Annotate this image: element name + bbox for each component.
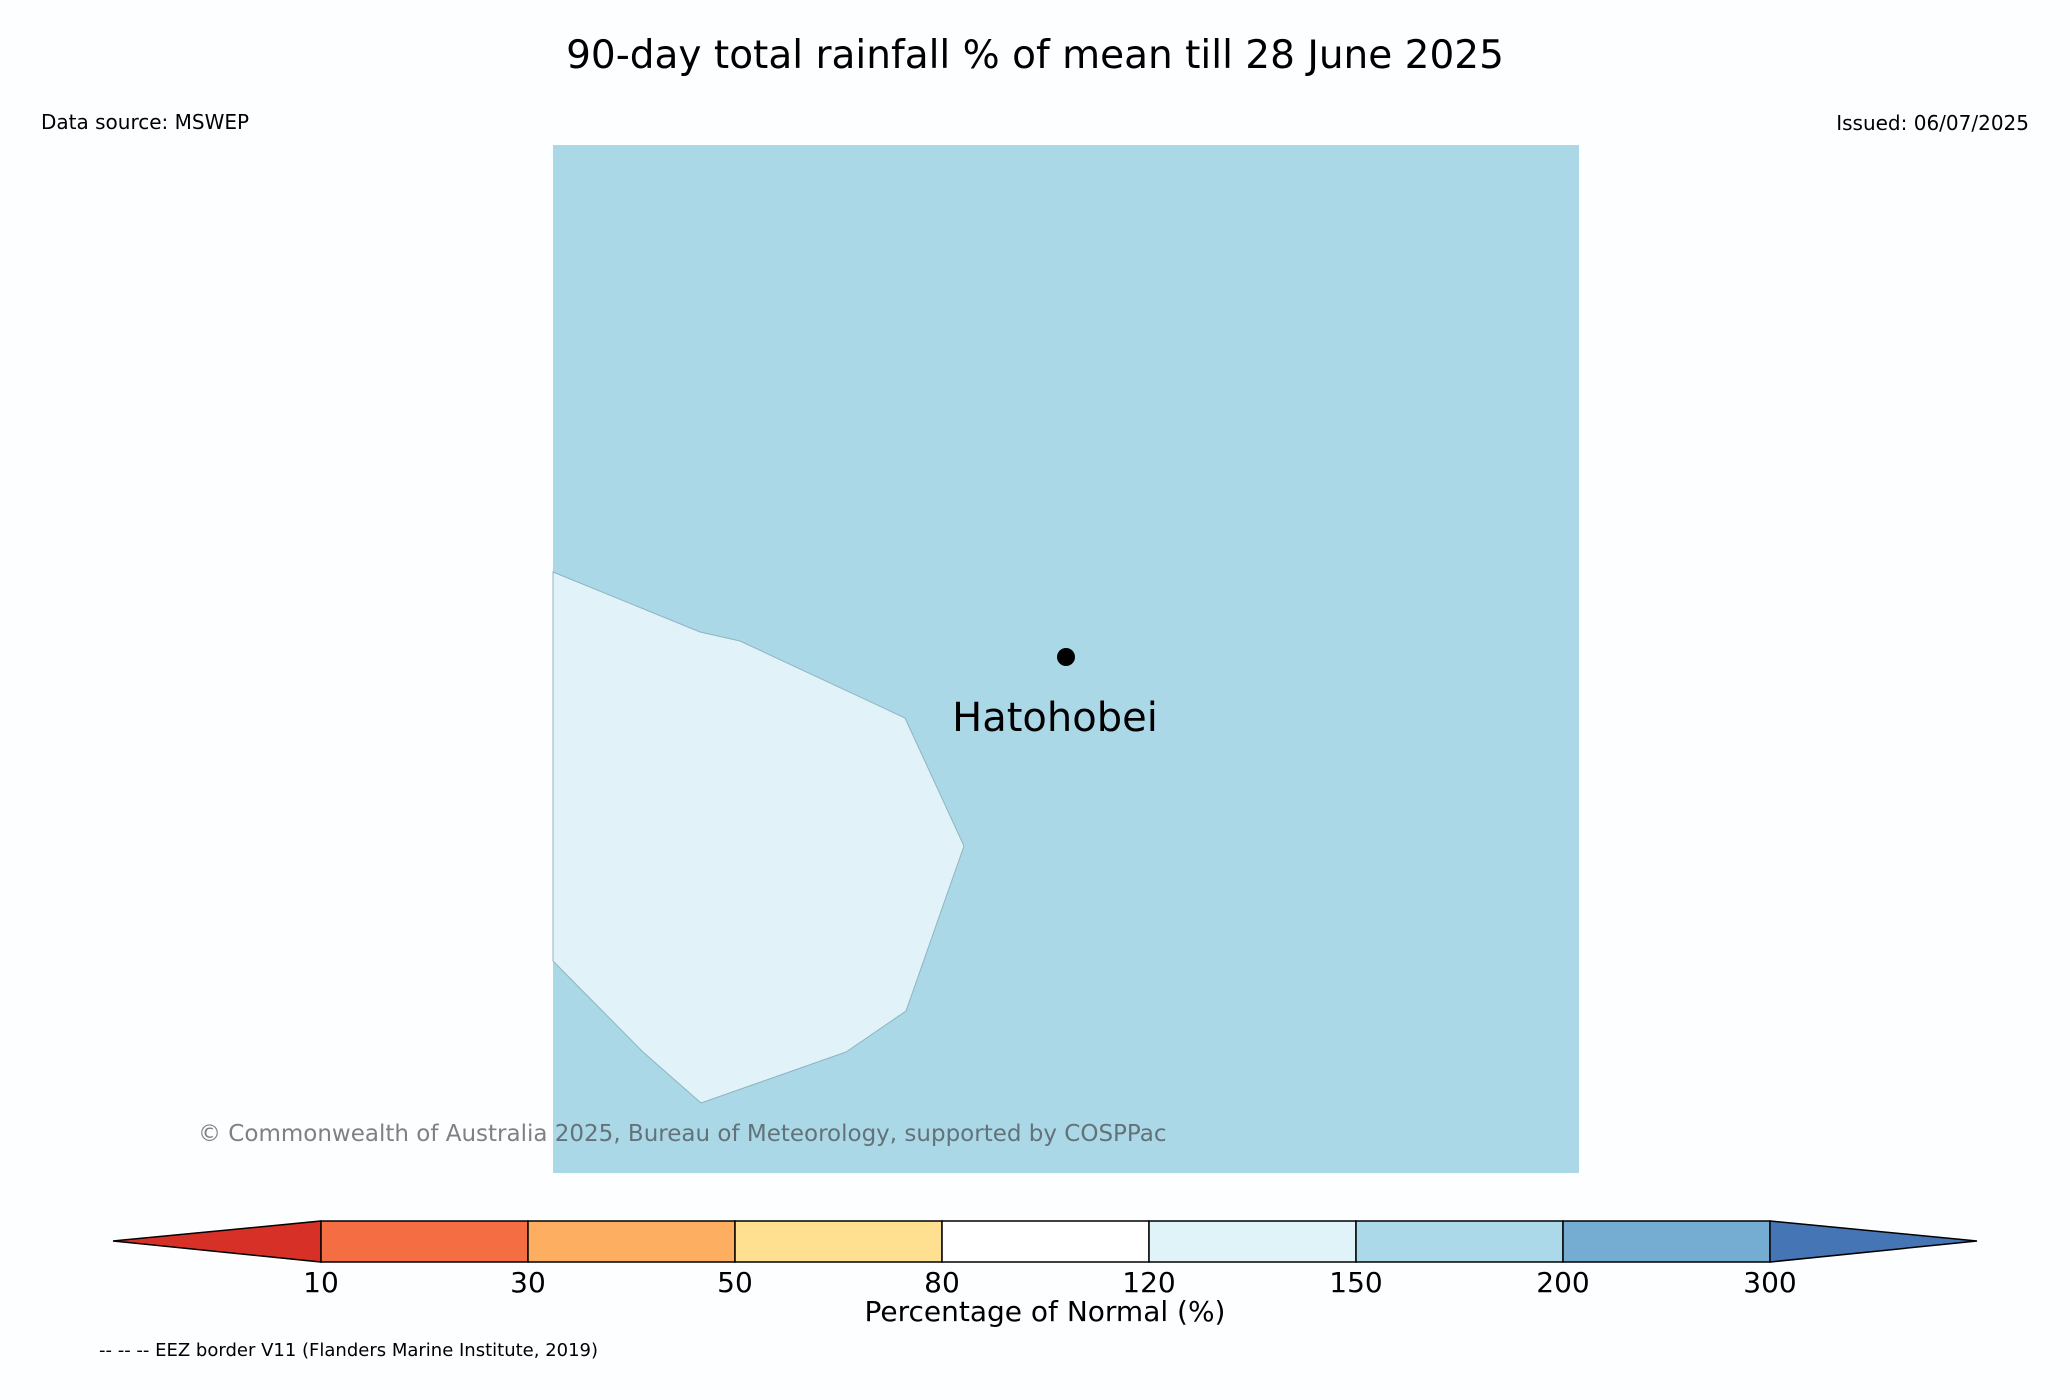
colorbar-segment (734, 1220, 943, 1263)
colorbar-segment (527, 1220, 736, 1263)
colorbar-tick-label: 30 (510, 1266, 546, 1299)
colorbar-extend-low (112, 1220, 322, 1263)
data-source-label: Data source: MSWEP (41, 110, 250, 134)
colorbar-tick-label: 10 (303, 1266, 339, 1299)
colorbar-segment (1148, 1220, 1357, 1263)
colorbar-segment (1355, 1220, 1564, 1263)
location-marker (1057, 648, 1075, 666)
colorbar-label: Percentage of Normal (%) (865, 1295, 1226, 1328)
map-area-120-150 (552, 571, 965, 1104)
colorbar-extend-high (1769, 1220, 1978, 1263)
colorbar-segment (320, 1220, 529, 1263)
map-title: 90-day total rainfall % of mean till 28 … (566, 33, 1504, 78)
colorbar-tick-label: 200 (1536, 1266, 1589, 1299)
location-label: Hatohobei (952, 695, 1158, 741)
issued-date-label: Issued: 06/07/2025 (1836, 111, 2029, 135)
eez-footnote: -- -- -- EEZ border V11 (Flanders Marine… (99, 1340, 599, 1361)
copyright-notice: © Commonwealth of Australia 2025, Bureau… (198, 1121, 1167, 1147)
colorbar-segment (1562, 1220, 1771, 1263)
colorbar-legend: 10 30 50 80 120 150 200 300 Percentage of Norma… (112, 1220, 1978, 1328)
colorbar-tick-label: 150 (1329, 1266, 1382, 1299)
colorbar-tick-label: 120 (1122, 1266, 1175, 1299)
colorbar-tick-label: 50 (717, 1266, 753, 1299)
colorbar-tick-label: 80 (924, 1266, 960, 1299)
colorbar-tick-label: 300 (1743, 1266, 1796, 1299)
colorbar-segment (941, 1220, 1150, 1263)
